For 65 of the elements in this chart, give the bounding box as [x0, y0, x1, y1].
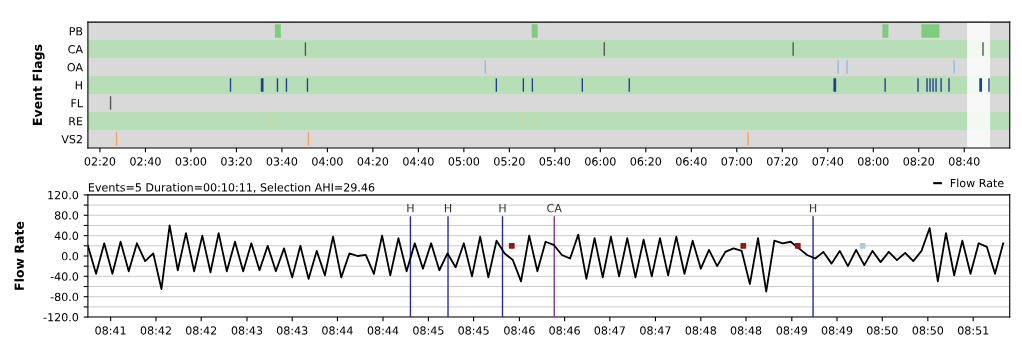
x-tick-label: 07:00 — [721, 157, 753, 166]
x-tick-label: 08:47 — [640, 326, 671, 335]
x-tick-label: 05:00 — [448, 157, 480, 166]
x-tick-label: 02:40 — [130, 157, 161, 166]
bar — [833, 78, 837, 92]
x-tick-label: 08:42 — [140, 326, 171, 335]
x-tick-label: 08:43 — [231, 326, 263, 335]
x-tick-label: 03:20 — [221, 157, 252, 166]
y-tick-label: 40.0 — [54, 231, 79, 241]
ref-line-label: H — [444, 204, 452, 213]
x-tick-label: 05:40 — [539, 157, 571, 166]
bar — [979, 78, 983, 92]
y-axis-title: Flow Rate — [14, 221, 24, 290]
y-tick-label: -40.0 — [50, 272, 79, 281]
legend-label: Flow Rate — [950, 178, 1004, 188]
y-tick-label: -80.0 — [50, 292, 79, 302]
x-tick-label: 04:20 — [357, 157, 389, 166]
y-tick-label: CA — [68, 45, 83, 54]
x-tick-label: 08:41 — [95, 326, 126, 335]
ref-line-label: H — [809, 204, 817, 213]
x-tick-label: 04:00 — [312, 157, 343, 166]
x-tick-label: 08:44 — [367, 326, 399, 335]
x-tick-label: 08:50 — [912, 326, 944, 335]
x-tick-label: 07:40 — [812, 157, 844, 166]
x-tick-label: 05:20 — [494, 157, 525, 166]
x-tick-label: 08:00 — [857, 157, 889, 166]
ref-line-label: H — [407, 204, 414, 213]
y-tick-label: -120.0 — [43, 313, 79, 322]
x-tick-label: 08:40 — [948, 157, 980, 166]
ref-line-label: H — [499, 204, 506, 213]
x-tick-label: 08:46 — [549, 326, 580, 335]
x-tick-label: 08:49 — [821, 326, 853, 335]
x-tick-label: 07:20 — [767, 157, 798, 166]
y-axis-title: Event Flags — [32, 44, 45, 125]
y-tick-label: OA — [67, 63, 83, 72]
x-tick-label: 08:48 — [730, 326, 762, 335]
x-tick-label: 02:20 — [84, 157, 116, 166]
x-tick-label: 08:42 — [185, 326, 217, 335]
x-tick-label: 08:49 — [776, 326, 808, 335]
x-tick-label: 08:46 — [504, 326, 535, 335]
x-tick-label: 08:51 — [957, 326, 989, 335]
x-tick-label: 06:40 — [676, 157, 707, 166]
x-tick-label: 08:47 — [594, 326, 625, 335]
x-tick-label: 08:45 — [458, 326, 489, 335]
x-tick-label: 08:48 — [685, 326, 717, 335]
y-tick-label: 80.0 — [54, 211, 79, 220]
x-tick-label: 08:45 — [413, 326, 444, 335]
y-tick-label: 120.0 — [48, 190, 79, 200]
x-tick-label: 06:20 — [630, 157, 662, 166]
x-tick-label: 06:00 — [585, 157, 616, 166]
chart-subtitle: Events=5 Duration=00:10:11, Selection AHI=29.46 — [88, 182, 375, 193]
x-tick-label: 03:00 — [175, 157, 207, 166]
y-tick-label: FL — [71, 99, 83, 108]
x-tick-label: 08:20 — [903, 157, 935, 166]
x-tick-label: 04:40 — [403, 157, 434, 166]
x-tick-label: 08:44 — [322, 326, 353, 335]
x-tick-label: 03:40 — [266, 157, 298, 166]
ref-line-label: CA — [547, 203, 562, 213]
x-tick-label: 08:50 — [866, 326, 898, 335]
y-tick-label: H — [75, 81, 82, 90]
y-tick-label: PB — [69, 27, 83, 36]
y-tick-label: RE — [69, 117, 83, 126]
y-tick-label: 0.0 — [61, 251, 79, 261]
x-tick-label: 08:43 — [276, 326, 308, 335]
y-tick-label: VS2 — [61, 134, 82, 144]
